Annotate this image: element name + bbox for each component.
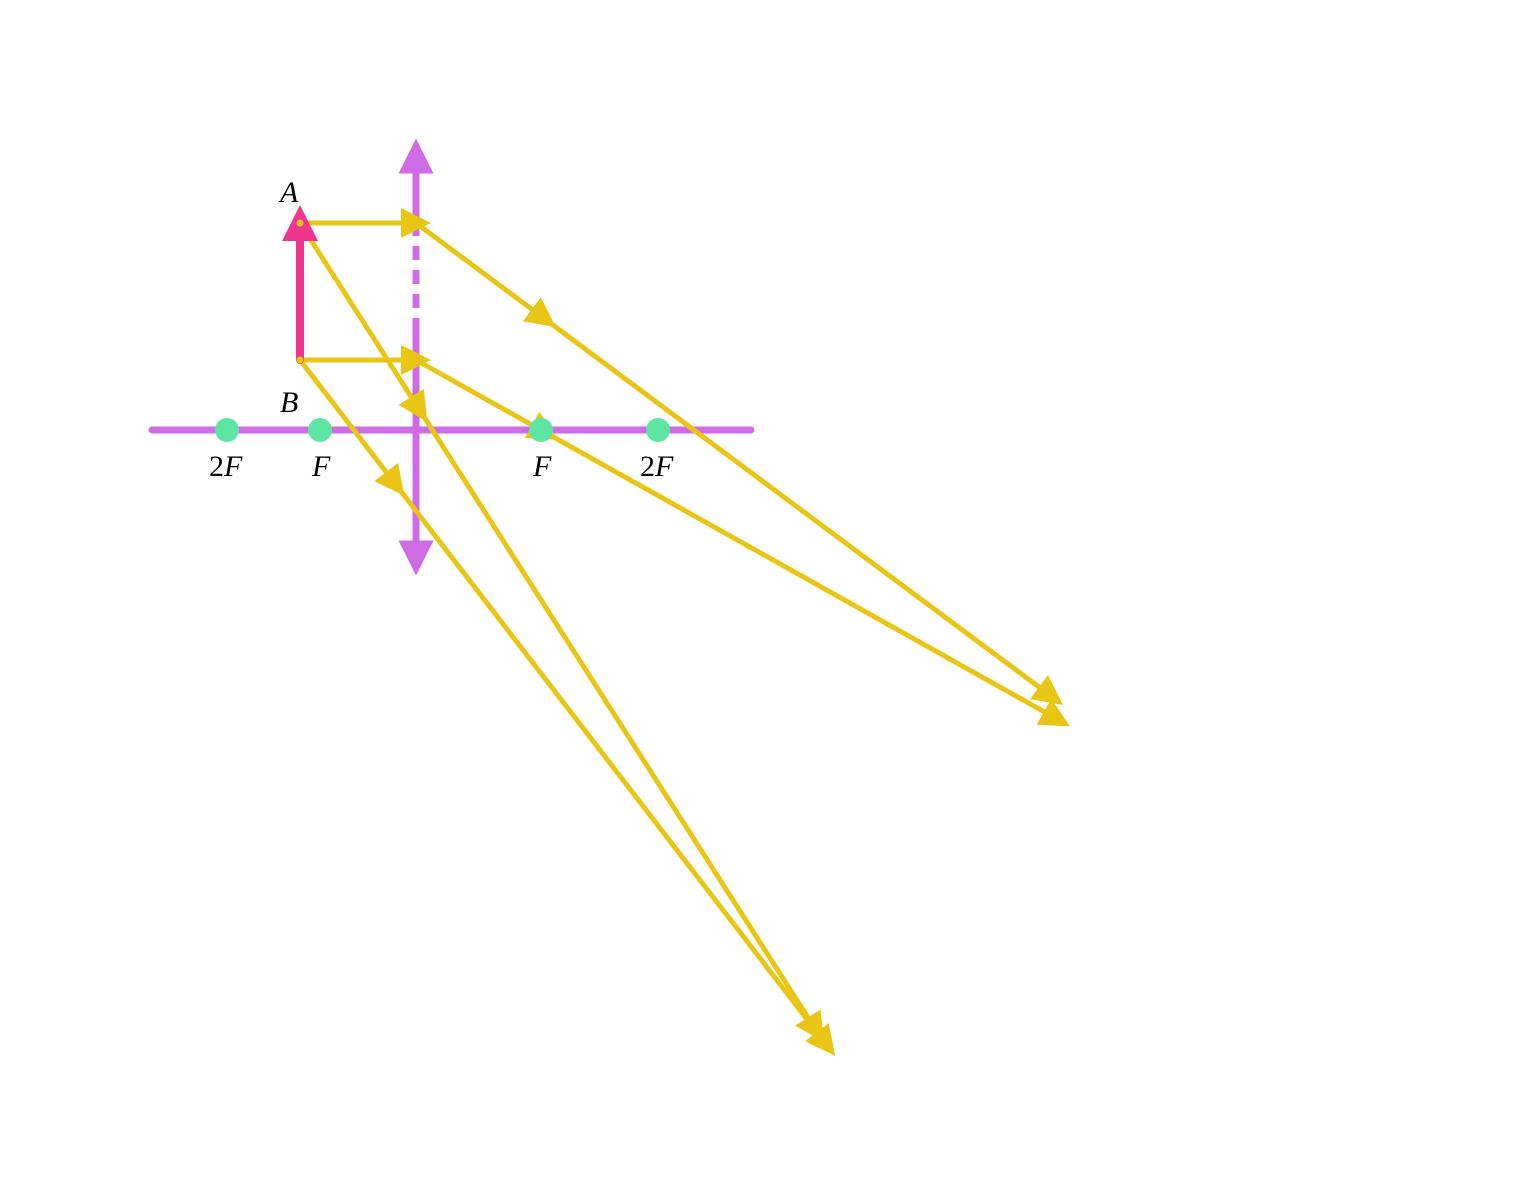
focal-point-F_left: [308, 418, 332, 442]
ray-A_parallel_out: [416, 223, 1051, 696]
focal-label-2F_right: 2F: [640, 450, 674, 483]
point-B-dot: [297, 357, 304, 364]
focal-label-F_left: F: [311, 450, 331, 483]
ray-A_parallel_out-midarrow: [542, 317, 544, 318]
optics-diagram: 2F F F 2F A B: [0, 0, 1536, 1179]
ray-A_center-midarrow: [418, 408, 419, 410]
object-label-A: A: [278, 176, 299, 209]
object-group: [297, 220, 304, 364]
ray-B_center-midarrow: [394, 482, 395, 484]
ray-B_center: [300, 360, 826, 1044]
focal-point-2F_left: [215, 418, 239, 442]
focal-label-F_right: F: [532, 450, 552, 483]
focal-point-2F_right: [646, 418, 670, 442]
object-label-B: B: [280, 386, 298, 419]
ray-B_parallel_out: [416, 360, 1057, 719]
focal-point-F_right: [529, 418, 553, 442]
ray-A_center: [300, 223, 816, 1030]
labels-group: 2F F F 2F A B: [209, 176, 674, 483]
focal-label-2F_left: 2F: [209, 450, 243, 483]
point-A-dot: [297, 220, 304, 227]
